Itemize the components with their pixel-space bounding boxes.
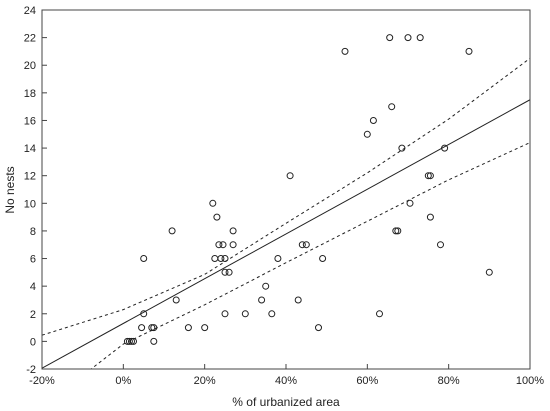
data-point xyxy=(150,324,158,332)
data-point xyxy=(229,227,237,235)
x-tick-label: 40% xyxy=(275,375,297,387)
data-point xyxy=(221,255,229,262)
y-tick-label: 10 xyxy=(24,198,36,210)
data-point xyxy=(217,255,225,262)
y-tick-label: 6 xyxy=(30,254,36,266)
data-point xyxy=(437,241,444,249)
data-point xyxy=(406,199,414,207)
data-point xyxy=(426,213,434,221)
data-point xyxy=(386,34,394,42)
y-axis-title: No nests xyxy=(3,166,17,213)
x-axis-title: % of urbanized area xyxy=(232,395,340,409)
x-tick-label: 0% xyxy=(115,375,131,387)
data-point xyxy=(363,130,371,138)
y-tick-label: 18 xyxy=(24,88,36,100)
data-point xyxy=(404,34,412,42)
data-point xyxy=(298,241,306,249)
confidence-band-upper xyxy=(42,57,530,336)
data-point xyxy=(219,241,227,249)
x-tick-label: 60% xyxy=(356,375,378,387)
data-point xyxy=(128,337,135,345)
data-point xyxy=(215,241,223,249)
data-point xyxy=(341,47,349,55)
y-tick-label: 0 xyxy=(30,336,36,348)
data-point xyxy=(369,117,377,124)
data-point xyxy=(262,282,270,290)
plot-frame xyxy=(41,9,531,370)
data-point xyxy=(172,296,180,304)
data-point xyxy=(398,144,406,152)
data-point xyxy=(140,310,148,318)
data-point xyxy=(319,255,327,262)
data-point xyxy=(150,337,158,345)
y-tick-label: 24 xyxy=(24,5,36,17)
data-point xyxy=(130,337,137,345)
y-tick-label: 16 xyxy=(24,115,36,127)
data-point xyxy=(168,227,176,235)
y-tick-label: -2 xyxy=(26,364,36,376)
x-tick-label: 80% xyxy=(438,375,460,387)
data-point xyxy=(376,310,383,318)
data-point xyxy=(394,227,402,235)
data-point xyxy=(201,324,209,332)
data-point xyxy=(140,255,148,262)
x-tick-label: 100% xyxy=(516,375,544,387)
data-point xyxy=(209,199,217,207)
y-tick-label: 20 xyxy=(24,60,36,72)
data-point xyxy=(213,213,221,221)
y-tick-label: 14 xyxy=(24,143,36,155)
data-point xyxy=(138,324,146,332)
data-point xyxy=(274,255,282,262)
y-tick-label: 22 xyxy=(24,33,36,45)
data-point xyxy=(211,255,219,262)
data-point xyxy=(302,241,310,249)
data-point xyxy=(424,172,432,180)
data-point xyxy=(286,172,294,180)
data-point xyxy=(441,144,449,152)
y-tick-label: 2 xyxy=(30,309,36,321)
data-points xyxy=(123,34,493,345)
data-point xyxy=(294,296,302,304)
data-point xyxy=(258,296,266,304)
data-point xyxy=(485,268,493,276)
y-tick-label: 12 xyxy=(24,171,36,183)
axes: -20% 0% 20% 40% 60% 80% 100%-20246810121416182… xyxy=(24,5,545,387)
regression-line xyxy=(42,99,530,369)
data-point xyxy=(416,34,424,42)
data-point xyxy=(125,337,133,345)
y-tick-label: 4 xyxy=(30,281,36,293)
data-point xyxy=(268,310,276,318)
data-point xyxy=(221,310,229,318)
x-tick-label: -20% xyxy=(29,375,55,387)
confidence-band xyxy=(42,57,530,369)
y-tick-label: 8 xyxy=(30,226,36,238)
data-point xyxy=(241,310,249,318)
data-point xyxy=(426,172,434,180)
data-point xyxy=(229,241,237,249)
data-point xyxy=(225,268,233,276)
x-tick-label: 20% xyxy=(194,375,216,387)
confidence-band-lower xyxy=(90,142,530,369)
data-point xyxy=(388,103,396,111)
data-point xyxy=(221,268,229,276)
data-point xyxy=(392,227,400,235)
data-point xyxy=(465,47,473,55)
data-point xyxy=(148,324,156,332)
data-point xyxy=(184,324,192,332)
data-point xyxy=(315,324,322,332)
